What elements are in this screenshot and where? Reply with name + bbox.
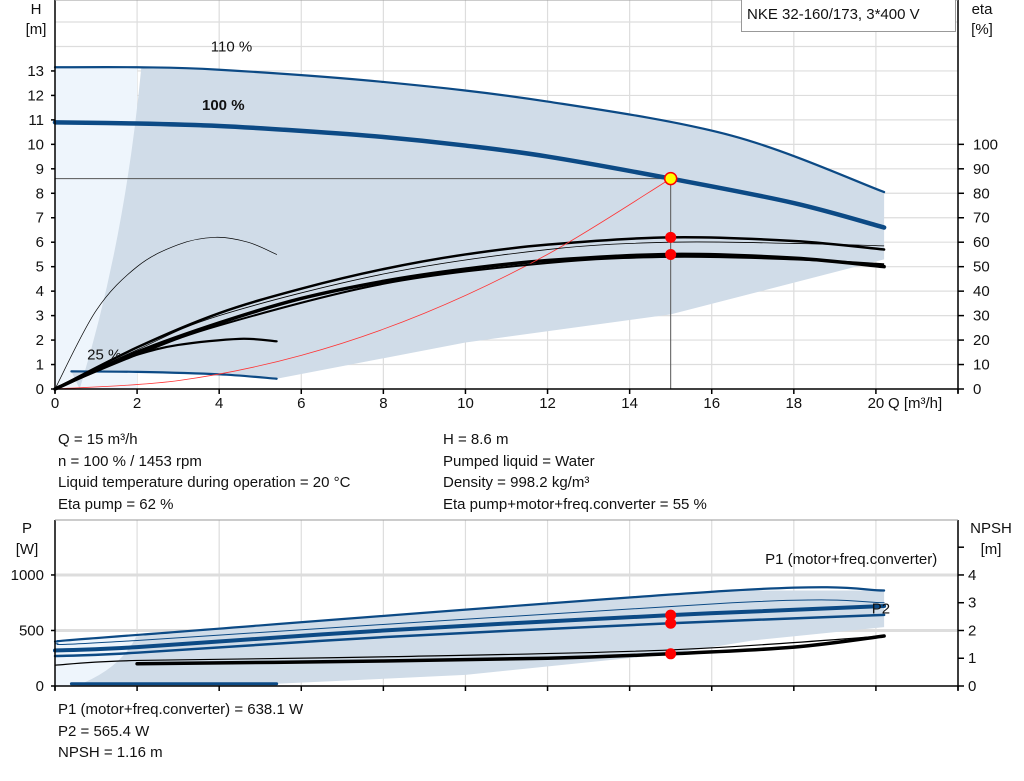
y-tick-label-left: 0: [36, 381, 44, 398]
x-tick-label: 18: [785, 395, 802, 412]
curve-label: P1 (motor+freq.converter): [765, 551, 937, 568]
y-tick-label-left: 7: [36, 210, 44, 227]
y-axis-title-left: H: [31, 1, 42, 18]
x-tick-label: 10: [457, 395, 474, 412]
y-tick-label-left: 9: [36, 161, 44, 178]
y-axis-title-right-unit: [%]: [971, 21, 993, 38]
y-tick-label-left: 2: [36, 332, 44, 349]
y-tick-label-left: 1000: [11, 567, 44, 584]
x-tick-label: 20: [868, 395, 885, 412]
x-tick-label: 14: [621, 395, 638, 412]
series-system-curve: [54, 178, 672, 390]
y-tick-label-right: 100: [973, 136, 998, 153]
y-tick-label-right: 40: [973, 283, 990, 300]
x-tick-label: 0: [51, 395, 59, 412]
x-tick-label: 16: [703, 395, 720, 412]
pump-title: NKE 32-160/173, 3*400 V: [741, 0, 956, 32]
info-density: Density = 998.2 kg/m³: [443, 474, 590, 491]
y-tick-label-left: 12: [27, 87, 44, 104]
y-axis-title-left-unit: [W]: [16, 541, 39, 558]
series-npsh: [135, 634, 886, 666]
series-eta-total-alt: [54, 255, 885, 390]
curve-label: 110 %: [211, 38, 252, 55]
curve-label: 100 %: [202, 97, 245, 114]
x-tick-label: 12: [539, 395, 556, 412]
y-tick-label-left: 10: [27, 136, 44, 153]
x-axis-title: Q [m³/h]: [888, 395, 942, 412]
y-axis-title-right-unit: [m]: [981, 541, 1002, 558]
p1-point: [665, 609, 677, 621]
y-tick-label-left: 5: [36, 259, 44, 276]
y-tick-label-left: 1: [36, 357, 44, 374]
y-tick-label-right: 70: [973, 210, 990, 227]
info-eta-total: Eta pump+motor+freq.converter = 55 %: [443, 495, 707, 513]
y-tick-label-left: 0: [36, 678, 44, 695]
x-tick-label: 6: [297, 395, 305, 412]
info-right: H = 8.6 m Pumped liquid = Water Density …: [443, 429, 707, 515]
series-p2-100: [53, 613, 886, 658]
info-npsh: NPSH = 1.16 m: [58, 744, 163, 761]
y-tick-label-right: 50: [973, 259, 990, 276]
y-tick-label-right: 2: [968, 622, 976, 639]
series-head-25: [70, 370, 278, 380]
curve-label: 25 %: [87, 347, 121, 364]
y-tick-label-right: 90: [973, 161, 990, 178]
p2-point: [665, 617, 677, 629]
power-area: [75, 590, 885, 686]
info-flow: Q = 15 m³/h: [58, 431, 138, 448]
eta-pump-point: [665, 231, 677, 243]
y-tick-label-right: 0: [973, 381, 981, 398]
y-tick-label-right: 4: [968, 567, 976, 584]
y-tick-label-right: 30: [973, 308, 990, 325]
operating-area: [71, 67, 885, 389]
y-tick-label-left: 6: [36, 234, 44, 251]
y-axis-title-left-unit: [m]: [26, 21, 47, 38]
y-tick-label-right: 20: [973, 332, 990, 349]
y-tick-label-right: 10: [973, 357, 990, 374]
info-left: Q = 15 m³/h n = 100 % / 1453 rpm Liquid …: [58, 429, 350, 515]
info-temperature: Liquid temperature during operation = 20…: [58, 474, 351, 491]
series-p1-110: [53, 586, 886, 643]
y-tick-label-right: 0: [968, 678, 976, 695]
series-eta-thin: [54, 241, 885, 390]
x-tick-label: 8: [379, 395, 387, 412]
series-p1-100-thin: [54, 599, 885, 645]
series-head-110: [53, 66, 886, 194]
eta-total-point: [665, 248, 677, 260]
y-tick-label-left: 13: [27, 63, 44, 80]
info-p1: P1 (motor+freq.converter) = 638.1 W: [58, 701, 304, 718]
series-eta-total: [53, 252, 886, 391]
y-tick-label-left: 3: [36, 308, 44, 325]
y-tick-label-left: 8: [36, 185, 44, 202]
y-tick-label-right: 3: [968, 595, 976, 612]
curve-label: P2: [872, 600, 890, 617]
series-eta-pump: [53, 235, 886, 391]
y-tick-label-left: 11: [28, 112, 44, 129]
y-tick-label-right: 60: [973, 234, 990, 251]
y-tick-label-right: 80: [973, 185, 990, 202]
series-head-100: [52, 120, 887, 230]
x-tick-label: 4: [215, 395, 223, 412]
info-head: H = 8.6 m: [443, 431, 509, 448]
y-tick-label-right: 1: [968, 650, 976, 667]
info-eta-pump: Eta pump = 62 %: [58, 495, 174, 513]
y-axis-title-right: eta: [972, 1, 994, 18]
info-bottom: P1 (motor+freq.converter) = 638.1 W P2 =…: [58, 699, 303, 764]
x-tick-label: 2: [133, 395, 141, 412]
series-npsh-thin: [54, 635, 885, 666]
info-speed: n = 100 % / 1453 rpm: [58, 452, 202, 470]
operating-point: [663, 171, 678, 186]
info-liquid: Pumped liquid = Water: [443, 452, 595, 470]
info-p2: P2 = 565.4 W: [58, 722, 150, 740]
npsh-point: [665, 648, 677, 660]
series-eta-low-speed-pump: [54, 236, 277, 390]
y-axis-title-right: NPSH: [970, 520, 1012, 537]
y-tick-label-left: 500: [19, 622, 44, 639]
series-p1-100: [53, 604, 887, 653]
y-tick-label-left: 4: [36, 283, 44, 300]
y-axis-title-left: P: [22, 520, 32, 537]
